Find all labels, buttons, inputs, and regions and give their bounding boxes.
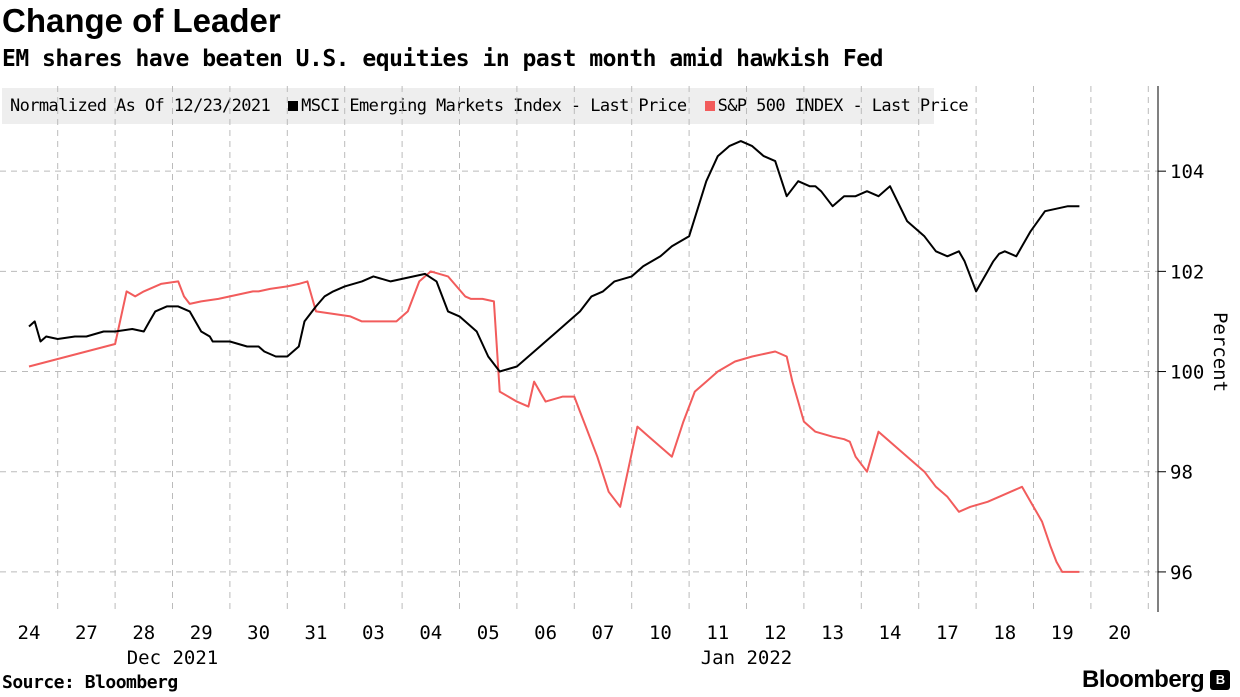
- legend-item-msci: MSCI Emerging Markets Index - Last Price: [288, 96, 687, 116]
- y-tick-label: 96: [1170, 562, 1193, 584]
- legend: Normalized As Of 12/23/2021 MSCI Emergin…: [2, 88, 969, 124]
- legend-label-msci: MSCI Emerging Markets Index - Last Price: [301, 96, 687, 116]
- axes: 96 98 100 102 104 24 27 28 29 30 31 03 04 05 06 07 10 11 1…: [18, 86, 1204, 669]
- x-tick-label: 18: [993, 622, 1016, 644]
- x-tick-label: 28: [132, 622, 155, 644]
- legend-swatch-sp500: [704, 101, 715, 111]
- chart-subtitle: EM shares have beaten U.S. equities in p…: [2, 46, 883, 72]
- series-line-sp500: [28, 270, 1080, 573]
- y-axis-label: Percent: [1209, 312, 1231, 392]
- x-tick-label: 11: [706, 622, 729, 644]
- x-tick-label: 19: [1051, 622, 1074, 644]
- x-tick-label: 24: [18, 622, 41, 644]
- x-tick-label: 17: [936, 622, 959, 644]
- source-note: Source: Bloomberg: [2, 672, 178, 693]
- legend-normalized-label: Normalized As Of 12/23/2021: [10, 96, 271, 116]
- x-tick-label: 14: [879, 622, 902, 644]
- x-tick-label: 12: [764, 622, 787, 644]
- legend-label-sp500: S&P 500 INDEX - Last Price: [717, 96, 969, 116]
- series-group: [28, 140, 1080, 573]
- chart-title: Change of Leader: [2, 2, 281, 39]
- brand: Bloomberg B: [1082, 666, 1231, 694]
- x-tick-label: 29: [190, 622, 213, 644]
- legend-swatch-msci: [288, 101, 299, 111]
- y-tick-label: 104: [1170, 161, 1204, 183]
- y-tick-label: 98: [1170, 462, 1193, 484]
- x-tick-label: 04: [419, 622, 442, 644]
- grid: [0, 86, 1158, 612]
- x-tick-label: 27: [75, 622, 98, 644]
- legend-item-sp500: S&P 500 INDEX - Last Price: [704, 96, 969, 116]
- y-tick-label: 102: [1170, 261, 1204, 283]
- brand-name: Bloomberg: [1082, 666, 1205, 693]
- x-tick-label: 05: [477, 622, 500, 644]
- x-tick-label: 30: [247, 622, 270, 644]
- y-tick-label: 100: [1170, 362, 1204, 384]
- x-tick-label: 06: [534, 622, 557, 644]
- x-tick-label: 10: [649, 622, 672, 644]
- bloomberg-logo-icon: B: [1210, 670, 1231, 690]
- x-group-label: Dec 2021: [127, 647, 219, 669]
- x-tick-label: 07: [592, 622, 615, 644]
- x-tick-label: 13: [821, 622, 844, 644]
- x-tick-label: 20: [1108, 622, 1131, 644]
- x-tick-label: 03: [362, 622, 385, 644]
- x-group-label: Jan 2022: [701, 647, 793, 669]
- series-line-msci: [28, 140, 1080, 373]
- x-tick-label: 31: [305, 622, 328, 644]
